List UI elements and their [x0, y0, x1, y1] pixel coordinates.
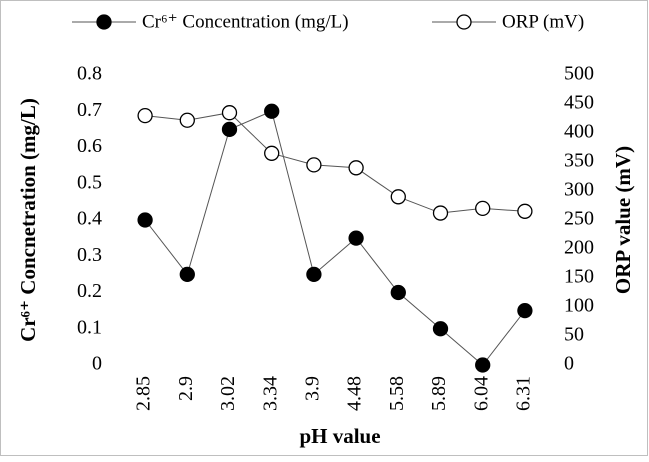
x-tick-label: 3.9 [301, 376, 323, 401]
y2-tick-label: 350 [564, 150, 594, 172]
x-tick-label: 6.04 [470, 376, 492, 411]
x-tick-label: 5.58 [386, 376, 408, 411]
data-point [348, 230, 364, 246]
x-tick-label: 4.48 [344, 376, 366, 411]
data-point [348, 160, 364, 176]
data-point [475, 357, 491, 373]
x-tick-label: 3.02 [217, 376, 239, 411]
x-axis-title: pH value [299, 424, 380, 448]
data-point [221, 105, 238, 121]
y-tick-label: 0.3 [77, 244, 102, 266]
x-tick-label: 2.9 [175, 376, 197, 401]
data-point [390, 284, 406, 301]
y-tick-label: 0.6 [77, 135, 102, 157]
y2-tick-label: 150 [564, 266, 594, 288]
y2-tick-label: 500 [564, 63, 594, 85]
legend-label: Cr⁶⁺ Concentration (mg/L) [142, 11, 349, 32]
data-point [517, 302, 533, 319]
y2-tick-label: 250 [564, 208, 594, 230]
series-line [144, 110, 526, 366]
y-tick-label: 0 [92, 353, 102, 375]
y2-tick-label: 450 [564, 92, 594, 114]
y2-tick-label: 0 [564, 353, 574, 375]
legend-marker [96, 14, 112, 30]
x-tick-label: 6.31 [512, 376, 534, 411]
y-tick-label: 0.7 [77, 99, 102, 121]
y-tick-label: 0.1 [77, 316, 102, 338]
data-point [475, 200, 491, 217]
data-point [432, 321, 449, 337]
data-point [306, 157, 322, 173]
y-tick-label: 0.5 [77, 171, 102, 193]
x-tick-label: 3.34 [259, 376, 281, 411]
data-point [179, 112, 195, 128]
y2-axis-title: ORP value (mV) [611, 146, 635, 294]
y2-tick-label: 400 [564, 121, 594, 143]
y2-tick-label: 300 [564, 179, 594, 201]
legend-marker [456, 14, 472, 30]
x-tick-label: 5.89 [428, 376, 450, 411]
data-point [137, 107, 153, 124]
data-point [432, 205, 449, 221]
data-point [390, 189, 406, 205]
data-point [264, 103, 280, 119]
data-point [306, 266, 322, 283]
y-tick-label: 0.2 [77, 280, 102, 302]
y-tick-label: 0.4 [77, 208, 102, 230]
y-tick-label: 0.8 [77, 63, 102, 85]
y2-tick-label: 50 [564, 324, 584, 346]
data-point [221, 121, 238, 138]
data-point [137, 212, 153, 228]
data-point [517, 203, 533, 219]
data-point [179, 266, 195, 283]
data-point [264, 145, 280, 161]
series-line [145, 112, 525, 214]
y2-tick-label: 200 [564, 237, 594, 259]
y2-tick-label: 100 [564, 295, 594, 317]
y-axis-title: Cr⁶⁺ Concnetration (mg/L) [16, 98, 40, 342]
x-tick-label: 2.85 [133, 376, 155, 411]
legend-label: ORP (mV) [502, 11, 584, 32]
